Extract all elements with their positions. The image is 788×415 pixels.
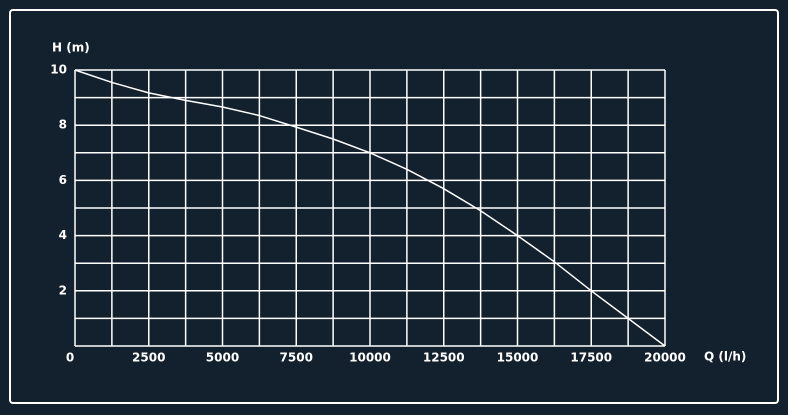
y-tick-label: 6 (59, 173, 67, 187)
y-tick-label: 8 (59, 118, 67, 132)
x-tick-label: 17500 (570, 351, 612, 365)
x-tick-label: 15000 (497, 351, 539, 365)
y-tick-label: 10 (50, 63, 67, 77)
y-tick-label: 2 (59, 283, 67, 297)
x-tick-label: 12500 (423, 351, 465, 365)
y-axis-label: H (m) (52, 41, 90, 55)
x-tick-label: 0 (66, 351, 74, 365)
x-tick-label: 5000 (206, 351, 239, 365)
frame (9, 9, 779, 404)
y-tick-label: 4 (59, 228, 67, 242)
x-tick-label: 10000 (349, 351, 391, 365)
x-tick-label: 2500 (132, 351, 165, 365)
x-tick-label: 20000 (644, 351, 686, 365)
x-axis-label: Q (l/h) (704, 350, 746, 364)
x-tick-label: 7500 (280, 351, 313, 365)
curve (74, 69, 666, 347)
